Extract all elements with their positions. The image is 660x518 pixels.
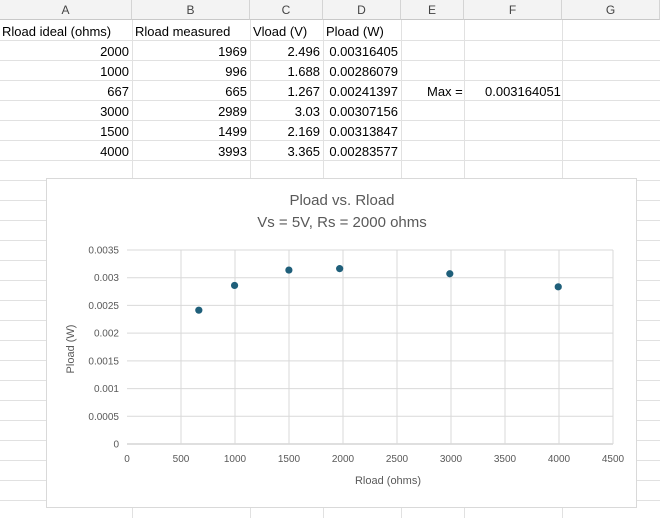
cell-d4[interactable]: 0.00241397 [329, 84, 398, 99]
column-letter: A [61, 2, 70, 17]
cell-c3[interactable]: 1.688 [287, 64, 320, 79]
x-tick-label: 2500 [386, 454, 409, 465]
cell-f4-max-value[interactable]: 0.003164051 [485, 84, 561, 99]
cell-a2[interactable]: 2000 [100, 44, 129, 59]
row-divider [0, 140, 660, 141]
cell-b2[interactable]: 1969 [218, 44, 247, 59]
row-divider [0, 120, 660, 121]
row-divider [0, 160, 660, 161]
x-tick-label: 1000 [224, 454, 247, 465]
cell-d2[interactable]: 0.00316405 [329, 44, 398, 59]
row-divider [0, 40, 660, 41]
x-tick-label: 2000 [332, 454, 355, 465]
x-axis-ticks: 0 500 1000 1500 2000 2500 3000 3500 4000 4500 [124, 454, 624, 465]
x-tick-label: 500 [173, 454, 190, 465]
cell-c5[interactable]: 3.03 [294, 104, 320, 119]
column-letter: B [186, 2, 195, 17]
cell-c7[interactable]: 3.365 [287, 144, 320, 159]
x-tick-label: 4000 [548, 454, 571, 465]
chart-gridlines [127, 249, 614, 445]
scatter-point[interactable] [230, 281, 239, 290]
y-axis-label: Pload (W) [65, 325, 77, 374]
cell-b6[interactable]: 1499 [218, 124, 247, 139]
scatter-point[interactable] [336, 265, 344, 273]
column-header-f[interactable]: F [464, 0, 562, 20]
y-tick-label: 0.003 [94, 273, 119, 284]
cell-e4-max-label[interactable]: Max = [427, 84, 463, 99]
cell-d3[interactable]: 0.00286079 [329, 64, 398, 79]
column-header-d[interactable]: D [323, 0, 401, 20]
cell-d7[interactable]: 0.00283577 [329, 144, 398, 159]
y-tick-label: 0.0035 [88, 246, 119, 257]
x-tick-label: 3000 [440, 454, 463, 465]
cell-c6[interactable]: 2.169 [287, 124, 320, 139]
row-divider [0, 100, 660, 101]
cell-a3[interactable]: 1000 [100, 64, 129, 79]
cell-a6[interactable]: 1500 [100, 124, 129, 139]
cell-d1[interactable]: Pload (W) [326, 24, 384, 39]
x-tick-label: 4500 [602, 454, 625, 465]
column-header-b[interactable]: B [132, 0, 250, 20]
y-axis-ticks: 0 0.0005 0.001 0.0015 0.002 0.0025 0.003 0.0035 [88, 246, 119, 451]
scatter-chart[interactable]: Pload vs. Rload Vs = 5V, Rs = 2000 ohms … [46, 178, 637, 508]
column-letter: G [605, 2, 616, 17]
row-divider [0, 60, 660, 61]
y-tick-label: 0.0015 [88, 356, 119, 367]
cell-b5[interactable]: 2989 [218, 104, 247, 119]
row-divider [0, 80, 660, 81]
scatter-point[interactable] [195, 306, 203, 314]
column-letter: D [357, 2, 366, 17]
y-tick-label: 0 [113, 440, 119, 451]
column-header-g[interactable]: G [562, 0, 660, 20]
column-header-c[interactable]: C [250, 0, 323, 20]
y-tick-label: 0.0005 [88, 412, 119, 423]
y-tick-label: 0.001 [94, 384, 119, 395]
cell-b1[interactable]: Rload measured [135, 24, 231, 39]
cell-b7[interactable]: 3993 [218, 144, 247, 159]
y-tick-label: 0.002 [94, 329, 119, 340]
cell-a7[interactable]: 4000 [100, 144, 129, 159]
scatter-point[interactable] [554, 283, 562, 291]
cell-b3[interactable]: 996 [225, 64, 247, 79]
chart-svg: Pload vs. Rload Vs = 5V, Rs = 2000 ohms … [65, 192, 625, 487]
chart-title: Pload vs. Rload [289, 192, 394, 209]
column-letter: F [508, 2, 517, 17]
chart-subtitle: Vs = 5V, Rs = 2000 ohms [257, 214, 427, 231]
cell-b4[interactable]: 665 [225, 84, 247, 99]
y-tick-label: 0.0025 [88, 301, 119, 312]
cell-d5[interactable]: 0.00307156 [329, 104, 398, 119]
column-header-a[interactable]: A [0, 0, 132, 20]
column-letter: C [281, 2, 291, 17]
cell-c2[interactable]: 2.496 [287, 44, 320, 59]
cell-c4[interactable]: 1.267 [287, 84, 320, 99]
cell-c1[interactable]: Vload (V) [253, 24, 308, 39]
x-axis-label: Rload (ohms) [355, 475, 421, 487]
column-header-e[interactable]: E [401, 0, 464, 20]
scatter-point[interactable] [285, 266, 293, 274]
data-points [195, 265, 562, 314]
cell-d6[interactable]: 0.00313847 [329, 124, 398, 139]
column-letter: E [427, 2, 436, 17]
scatter-point[interactable] [446, 270, 454, 278]
x-tick-label: 1500 [278, 454, 301, 465]
cell-a1[interactable]: Rload ideal (ohms) [2, 24, 112, 39]
cell-a4[interactable]: 667 [107, 84, 129, 99]
x-tick-label: 3500 [494, 454, 517, 465]
cell-a5[interactable]: 3000 [100, 104, 129, 119]
x-tick-label: 0 [124, 454, 130, 465]
